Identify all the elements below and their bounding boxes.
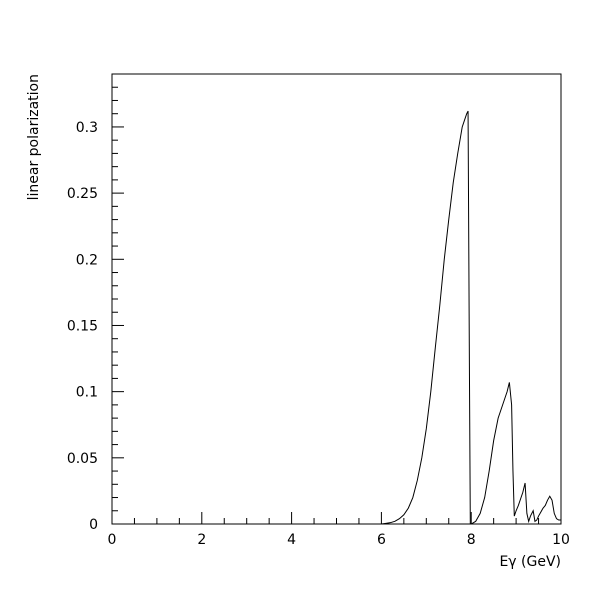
x-tick-label: 4 xyxy=(287,532,296,548)
x-tick-label: 6 xyxy=(377,532,386,548)
y-tick-label: 0.2 xyxy=(76,252,98,268)
x-tick-label: 10 xyxy=(552,532,570,548)
x-axis-label: Eγ (GeV) xyxy=(499,554,561,570)
axis-ticks xyxy=(111,73,562,525)
series-line xyxy=(375,110,561,525)
x-tick-label: 8 xyxy=(467,532,476,548)
y-tick-label: 0.05 xyxy=(67,451,98,467)
x-tick-label: 0 xyxy=(108,532,117,548)
y-axis-label: linear polarization xyxy=(26,74,42,200)
plot-frame xyxy=(111,73,562,525)
y-tick-label: 0.3 xyxy=(76,120,98,136)
y-tick-label: 0.15 xyxy=(67,318,98,334)
y-tick-labels: 0 0.05 0.1 0.15 0.2 0.25 0.3 xyxy=(67,120,98,533)
y-tick-label: 0.25 xyxy=(67,186,98,202)
y-tick-label: 0.1 xyxy=(76,385,98,401)
x-tick-labels: 0 2 4 6 8 10 xyxy=(108,532,570,548)
y-tick-label: 0 xyxy=(89,517,98,533)
x-tick-label: 2 xyxy=(197,532,206,548)
